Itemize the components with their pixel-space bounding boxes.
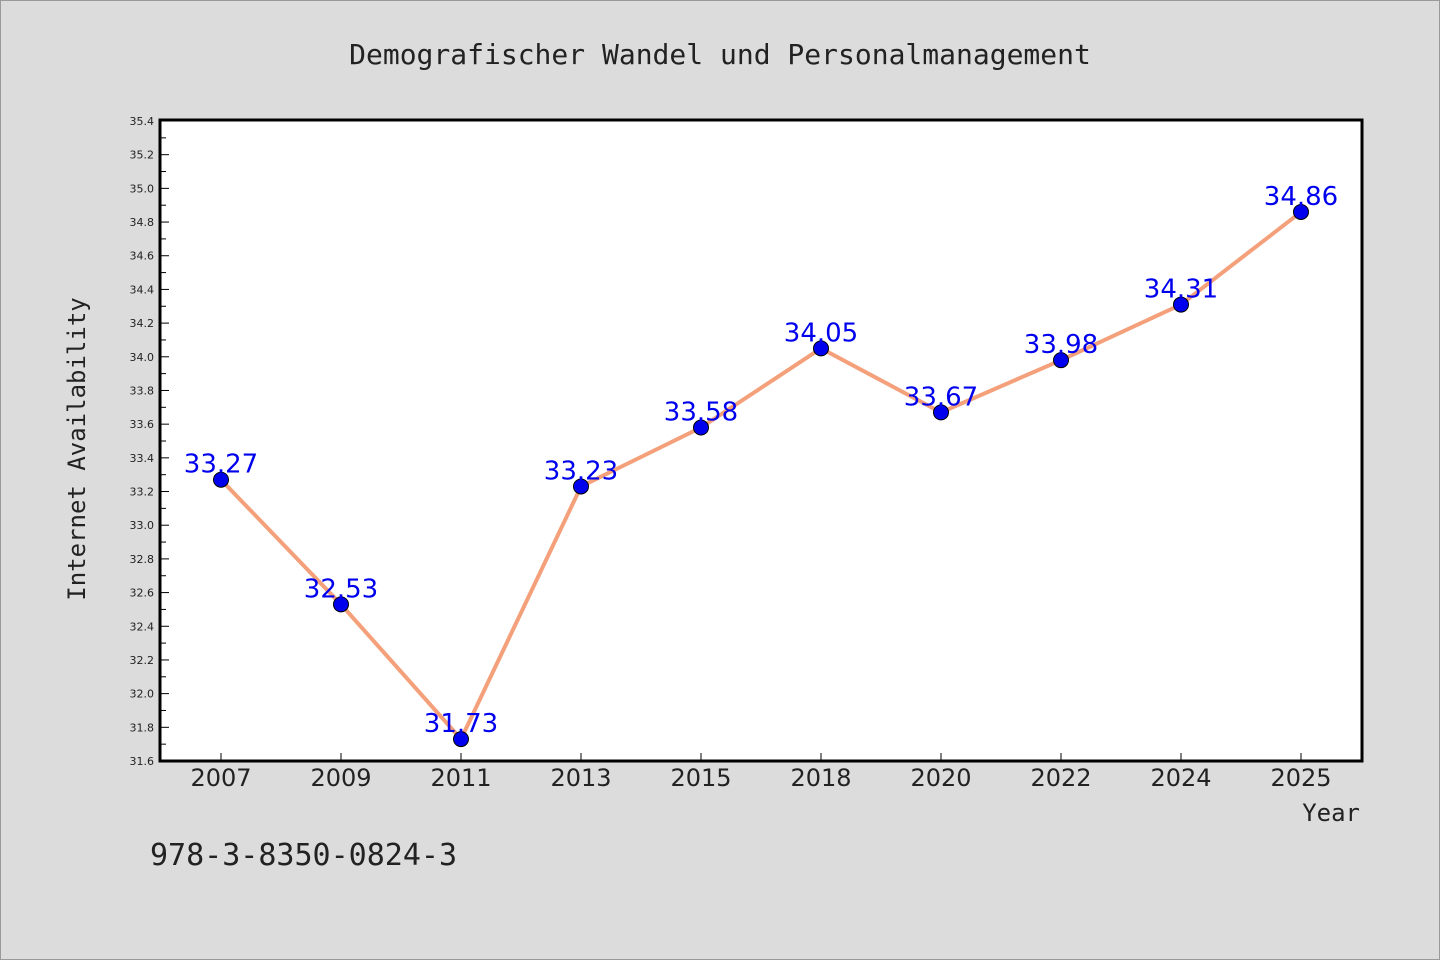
y-tick-label: 35.0	[130, 182, 155, 195]
data-point	[573, 478, 589, 495]
x-tick-label: 2025	[1270, 764, 1331, 792]
x-tick-label: 2024	[1150, 764, 1211, 792]
data-point	[1293, 203, 1309, 220]
x-tick-label: 2015	[670, 764, 731, 792]
y-tick-label: 33.6	[130, 418, 155, 431]
y-tick-label: 32.6	[130, 587, 155, 600]
data-labels: 33.27 32.53 31.73 33.23 33.58 34.05 33.67 33.98…	[184, 182, 1338, 739]
data-label: 33.67	[904, 382, 978, 412]
y-tick-label: 34.2	[130, 317, 155, 330]
data-point	[933, 404, 949, 421]
y-tick-label: 34.4	[130, 283, 155, 296]
y-tick-label: 32.0	[130, 688, 155, 701]
data-label: 33.27	[184, 450, 258, 480]
y-tick-label: 32.4	[130, 620, 155, 633]
data-label: 34.31	[1144, 275, 1218, 305]
isbn-text: 978-3-8350-0824-3	[150, 838, 457, 873]
x-axis-label: Year	[1302, 799, 1360, 827]
y-tick-label: 34.6	[130, 250, 155, 263]
data-point	[1053, 352, 1069, 369]
y-tick-label: 35.4	[130, 115, 155, 128]
x-tick-label: 2013	[550, 764, 611, 792]
x-tick-label: 2022	[1030, 764, 1091, 792]
x-tick-label: 2020	[910, 764, 971, 792]
y-axis-label: Internet Availability	[63, 297, 91, 600]
data-label: 34.86	[1264, 182, 1338, 212]
data-label: 33.58	[664, 398, 738, 428]
data-label: 31.73	[424, 709, 498, 739]
y-tick-label: 33.0	[130, 519, 155, 532]
y-tick-label: 33.8	[130, 384, 155, 397]
x-tick-label: 2018	[790, 764, 851, 792]
y-tick-label: 34.0	[130, 351, 155, 364]
data-point	[213, 471, 229, 488]
y-tick-label: 31.8	[130, 721, 155, 734]
data-label: 33.98	[1024, 330, 1098, 360]
x-tick-label: 2011	[430, 764, 491, 792]
y-tick-label: 34.8	[130, 216, 155, 229]
x-tick-label: 2007	[190, 764, 251, 792]
data-point	[453, 731, 469, 748]
plot-area	[158, 118, 1364, 763]
data-point	[1173, 296, 1189, 313]
y-tick-label: 32.2	[130, 654, 155, 667]
y-tick-label: 31.6	[130, 755, 155, 768]
y-axis: 31.6 31.8 32.0 32.2 32.4 32.6 32.8 33.0 33.2 33.4…	[130, 115, 169, 768]
x-tick-label: 2009	[310, 764, 371, 792]
data-point	[693, 419, 709, 436]
data-point	[333, 596, 349, 613]
data-label: 34.05	[784, 318, 858, 348]
y-tick-label: 33.2	[130, 486, 155, 499]
data-point	[813, 340, 829, 357]
x-axis: 2007 2009 2011 2013 2015 2018 2020 2022 2024 2025	[190, 753, 1332, 792]
y-tick-label: 35.2	[130, 149, 155, 162]
chart-title: Demografischer Wandel und Personalmanage…	[349, 38, 1091, 71]
series-line	[219, 210, 1303, 743]
data-label: 32.53	[304, 574, 378, 604]
y-tick-label: 33.4	[130, 452, 155, 465]
series-markers	[213, 203, 1309, 748]
data-label: 33.23	[544, 456, 618, 486]
y-tick-label: 32.8	[130, 553, 155, 566]
